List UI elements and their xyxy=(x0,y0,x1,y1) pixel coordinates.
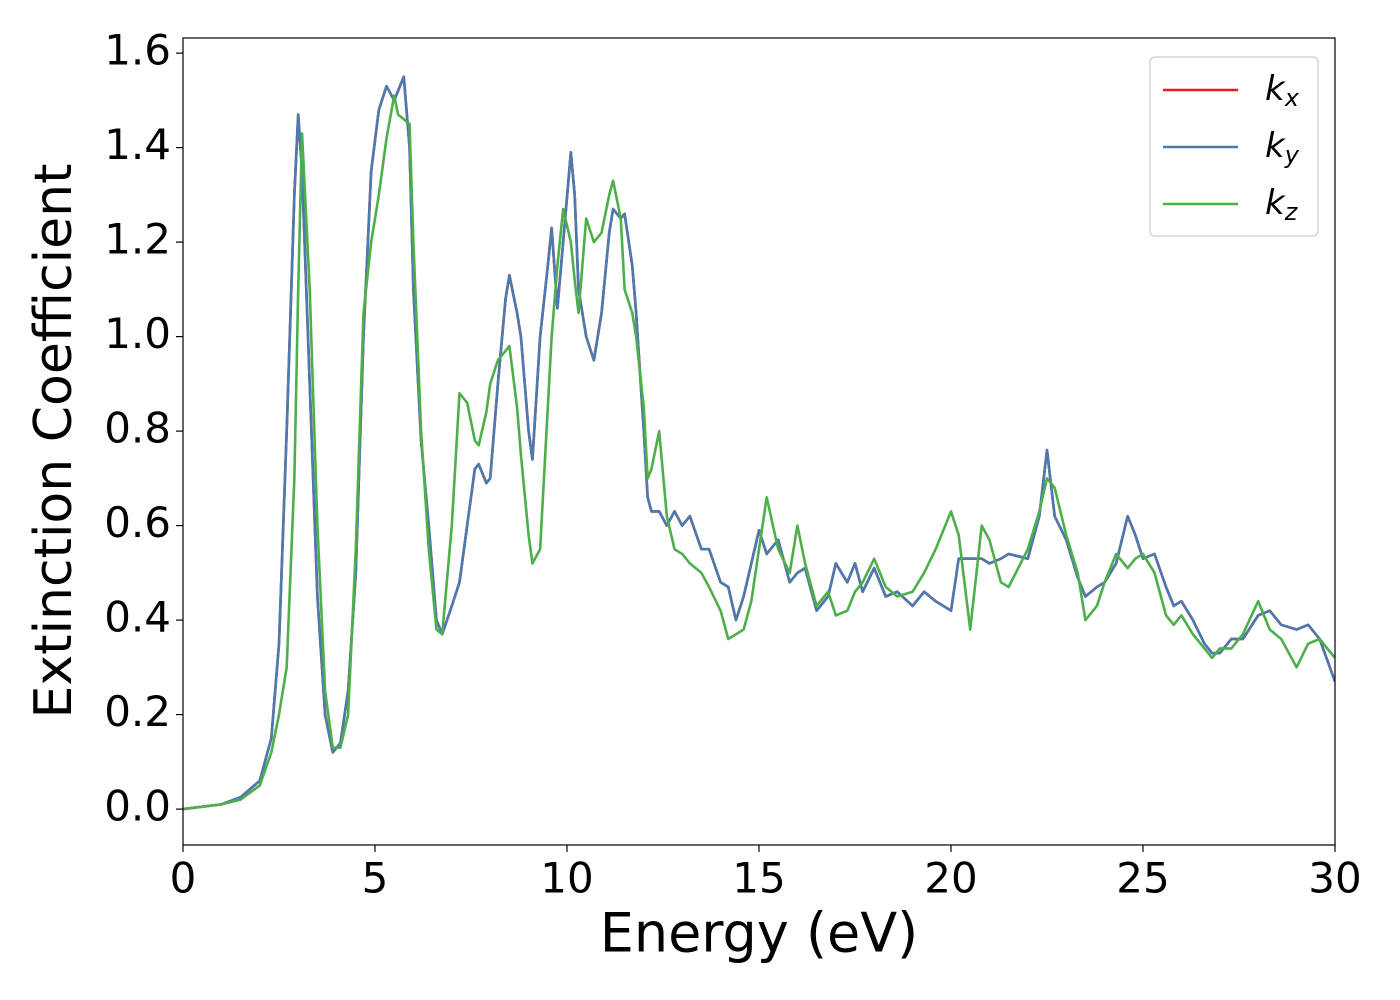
x-tick-label: 5 xyxy=(362,854,389,903)
y-tick-label: 0.2 xyxy=(104,687,171,736)
x-tick-label: 10 xyxy=(540,854,593,903)
series-line xyxy=(183,94,1335,811)
legend-label: kz xyxy=(1265,183,1299,227)
y-tick-label: 1.2 xyxy=(104,215,171,264)
y-tick-label: 0.6 xyxy=(104,498,171,547)
y-tick-label: 0.0 xyxy=(104,782,171,831)
y-axis-label: Extinction Coefficient xyxy=(24,164,84,719)
x-tick-label: 15 xyxy=(732,854,785,903)
x-tick-label: 25 xyxy=(1116,854,1169,903)
y-tick-label: 1.0 xyxy=(104,309,171,358)
y-tick-label: 1.6 xyxy=(104,26,171,75)
x-tick-label: 20 xyxy=(924,854,977,903)
legend-label: kx xyxy=(1265,69,1300,113)
y-tick-label: 1.4 xyxy=(104,120,171,169)
legend-label: ky xyxy=(1265,126,1300,170)
x-tick-label: 30 xyxy=(1308,854,1361,903)
series-line xyxy=(183,75,1335,811)
y-tick-label: 0.4 xyxy=(104,593,171,642)
x-axis-label: Energy (eV) xyxy=(600,902,919,965)
x-tick-label: 0 xyxy=(170,854,197,903)
plot-area xyxy=(183,75,1335,811)
y-tick-label: 0.8 xyxy=(104,404,171,453)
axes-frame xyxy=(182,37,1336,846)
